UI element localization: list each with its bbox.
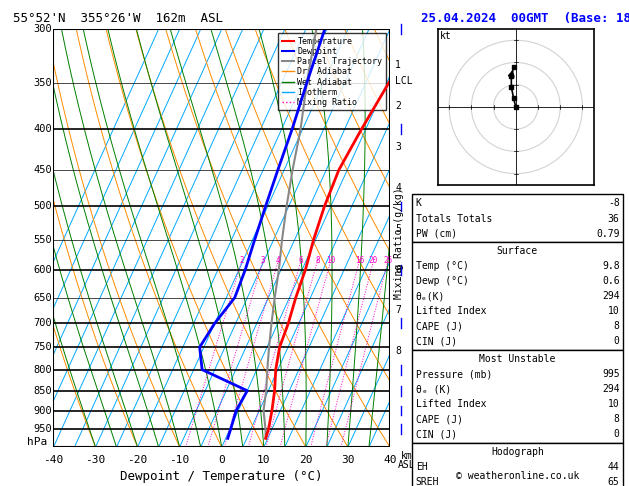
Text: SREH: SREH: [416, 477, 439, 486]
Text: 300: 300: [33, 24, 52, 34]
Text: CAPE (J): CAPE (J): [416, 414, 463, 424]
Text: 500: 500: [33, 202, 52, 211]
Text: Most Unstable: Most Unstable: [479, 354, 555, 364]
Text: 10: 10: [326, 257, 335, 265]
Text: -40: -40: [43, 455, 64, 466]
Text: Temp (°C): Temp (°C): [416, 261, 469, 271]
Text: 10: 10: [608, 306, 620, 316]
Text: 3: 3: [260, 257, 265, 265]
Text: 350: 350: [33, 78, 52, 87]
Text: CIN (J): CIN (J): [416, 336, 457, 347]
Text: 8: 8: [614, 414, 620, 424]
Text: kt: kt: [440, 32, 452, 41]
Text: Hodograph: Hodograph: [491, 447, 544, 457]
Text: km
ASL: km ASL: [398, 451, 416, 470]
Text: 450: 450: [33, 165, 52, 175]
Text: Totals Totals: Totals Totals: [416, 213, 492, 224]
Text: 650: 650: [33, 293, 52, 303]
Text: 25.04.2024  00GMT  (Base: 18): 25.04.2024 00GMT (Base: 18): [421, 12, 629, 25]
Text: 8: 8: [315, 257, 320, 265]
Text: 10: 10: [257, 455, 270, 466]
Text: 0: 0: [614, 336, 620, 347]
Text: 550: 550: [33, 235, 52, 244]
Text: Surface: Surface: [497, 246, 538, 256]
Text: 20: 20: [369, 257, 378, 265]
Text: 600: 600: [33, 265, 52, 275]
Text: 850: 850: [33, 386, 52, 396]
Text: 9.8: 9.8: [602, 261, 620, 271]
Text: 0: 0: [614, 429, 620, 439]
Text: 25: 25: [383, 257, 392, 265]
Text: -8: -8: [608, 198, 620, 208]
Text: EH: EH: [416, 462, 428, 472]
Text: 10: 10: [608, 399, 620, 409]
Text: 995: 995: [602, 369, 620, 379]
Text: 8: 8: [614, 321, 620, 331]
Text: 750: 750: [33, 342, 52, 352]
Text: PW (cm): PW (cm): [416, 228, 457, 239]
Text: 700: 700: [33, 318, 52, 329]
Text: -20: -20: [128, 455, 148, 466]
Text: 0.79: 0.79: [596, 228, 620, 239]
Text: hPa: hPa: [26, 437, 47, 447]
Text: 2: 2: [395, 101, 401, 111]
Text: 5: 5: [395, 224, 401, 234]
Text: CAPE (J): CAPE (J): [416, 321, 463, 331]
Text: LCL: LCL: [395, 76, 413, 86]
Text: 44: 44: [608, 462, 620, 472]
Text: 36: 36: [608, 213, 620, 224]
Text: 400: 400: [33, 124, 52, 134]
Text: 8: 8: [395, 347, 401, 356]
Text: Lifted Index: Lifted Index: [416, 399, 486, 409]
Text: 6: 6: [395, 265, 401, 275]
Text: 950: 950: [33, 424, 52, 434]
Text: 20: 20: [299, 455, 313, 466]
Text: 55°52'N  355°26'W  162m  ASL: 55°52'N 355°26'W 162m ASL: [13, 12, 223, 25]
Text: 4: 4: [276, 257, 281, 265]
Text: 294: 294: [602, 291, 620, 301]
Text: 0.6: 0.6: [602, 276, 620, 286]
Text: Dewpoint / Temperature (°C): Dewpoint / Temperature (°C): [121, 470, 323, 483]
Text: θₑ (K): θₑ (K): [416, 384, 451, 394]
Text: 3: 3: [395, 142, 401, 152]
Text: 4: 4: [395, 183, 401, 193]
Text: 6: 6: [299, 257, 303, 265]
Text: K: K: [416, 198, 421, 208]
Text: 65: 65: [608, 477, 620, 486]
Text: 1: 1: [395, 60, 401, 70]
Text: 294: 294: [602, 384, 620, 394]
Text: © weatheronline.co.uk: © weatheronline.co.uk: [455, 471, 579, 481]
Text: Pressure (mb): Pressure (mb): [416, 369, 492, 379]
Text: 2: 2: [240, 257, 244, 265]
Text: 30: 30: [341, 455, 355, 466]
Text: Lifted Index: Lifted Index: [416, 306, 486, 316]
Legend: Temperature, Dewpoint, Parcel Trajectory, Dry Adiabat, Wet Adiabat, Isotherm, Mi: Temperature, Dewpoint, Parcel Trajectory…: [278, 34, 386, 110]
Text: -30: -30: [86, 455, 106, 466]
Text: 800: 800: [33, 364, 52, 375]
Text: 900: 900: [33, 405, 52, 416]
Text: Mixing Ratio (g/kg): Mixing Ratio (g/kg): [394, 187, 404, 299]
Text: 40: 40: [383, 455, 397, 466]
Text: -10: -10: [170, 455, 190, 466]
Text: 16: 16: [355, 257, 364, 265]
Text: 0: 0: [218, 455, 225, 466]
Text: 7: 7: [395, 306, 401, 315]
Text: θₑ(K): θₑ(K): [416, 291, 445, 301]
Text: Dewp (°C): Dewp (°C): [416, 276, 469, 286]
Text: CIN (J): CIN (J): [416, 429, 457, 439]
